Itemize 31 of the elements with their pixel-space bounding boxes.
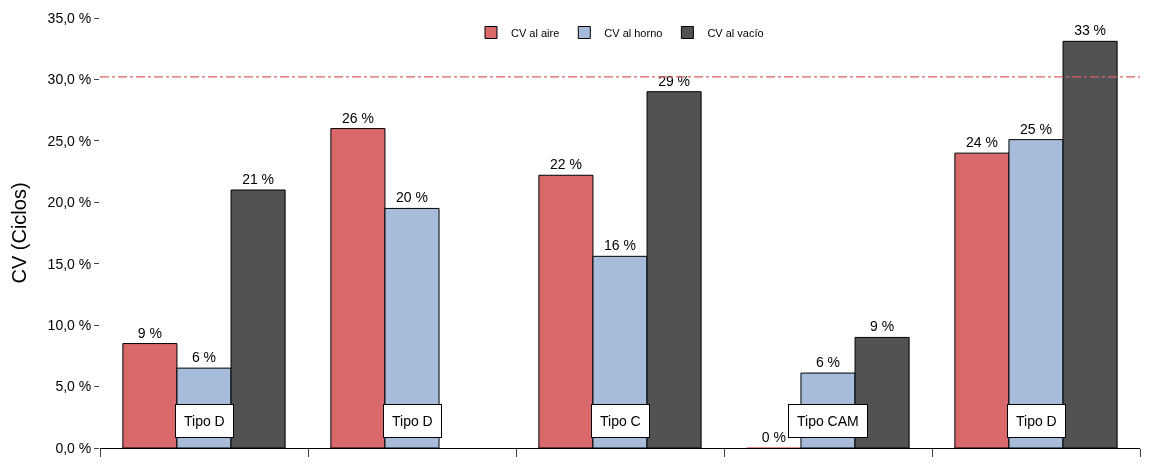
annotation: Tipo D [392,413,433,429]
annotation: Tipo D [1016,413,1057,429]
legend-label: CV al vacío [707,26,764,39]
legend-label: CV al aire [511,26,560,39]
y-axis-title: CV (Ciclos) [8,182,31,284]
data-label: 6 % [191,349,217,366]
y-tick-label: 0,0 % [55,439,92,456]
legend-label: CV al horno [604,26,663,39]
data-label: 24 % [965,134,998,151]
data-label: 20 % [396,189,428,206]
data-label: 6 % [815,354,841,371]
annotation: Tipo C [600,413,641,429]
data-label: 29 % [658,72,691,89]
annotation: Tipo D [184,413,225,429]
data-label: 9 % [870,318,895,335]
data-label: 21 % [242,171,275,187]
y-tick-label: 20,0 % [47,194,92,211]
annotation: Tipo CAM [797,413,859,429]
data-label: 16 % [604,237,636,254]
y-tick-label: 10,0 % [47,317,92,334]
y-tick-label: 35,0 % [47,9,92,26]
data-label: 9 % [137,324,162,341]
data-label: 26 % [341,109,374,126]
y-tick-label: 5,0 % [55,378,92,395]
data-label: 22 % [549,156,582,173]
data-label: 0 % [761,429,786,445]
y-tick-label: 25,0 % [47,132,92,149]
y-tick-label: 30,0 % [47,71,92,88]
y-tick-label: 15,0 % [47,255,92,272]
data-label: 25 % [1020,120,1052,137]
data-label: 33 % [1074,22,1107,39]
